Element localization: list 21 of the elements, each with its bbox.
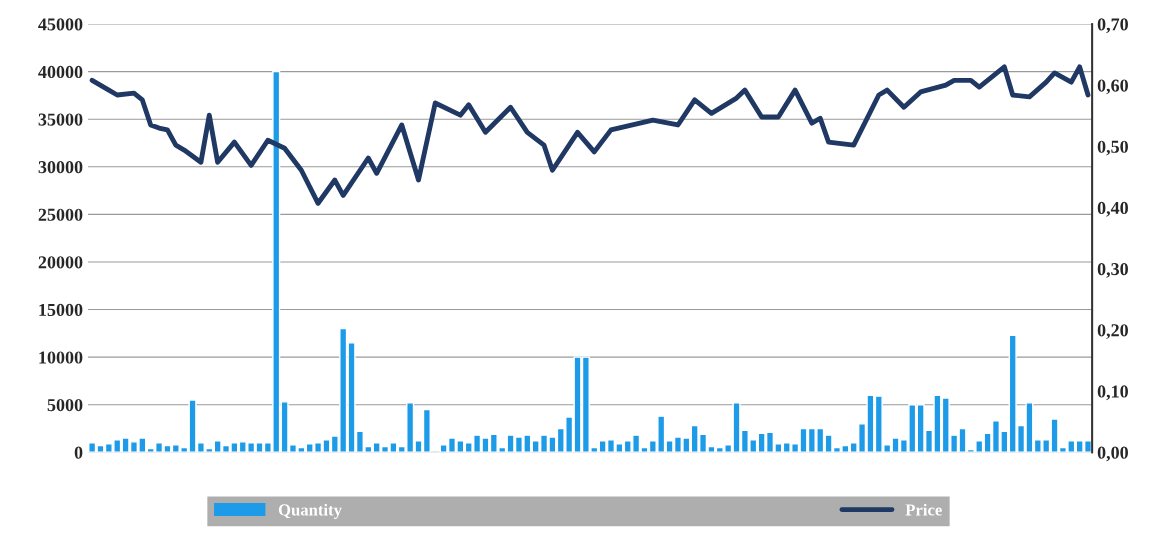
y-tick-label: 40000	[38, 65, 83, 79]
y-tick-label: 5000	[47, 398, 83, 412]
y2-tick-label: 0,70	[1097, 18, 1128, 34]
y2-tick-label: 0,50	[1097, 140, 1128, 156]
y-tick-label: 35000	[38, 113, 83, 126]
y2-tick-label: 0,00	[1097, 446, 1128, 462]
y2-tick-label: 0,40	[1097, 201, 1128, 217]
y-tick-label: 25000	[38, 208, 83, 221]
y-tick-label: 20000	[38, 256, 83, 269]
y-tick-label: 10000	[39, 351, 83, 364]
y2-tick-label: 0,60	[1097, 79, 1128, 95]
y2-tick-label: 0,20	[1097, 324, 1128, 339]
y2-tick-label: 0,30	[1097, 263, 1128, 278]
y-tick-label: 0	[74, 446, 83, 459]
y-tick-label: 45000	[38, 18, 83, 31]
legend-label: Price	[905, 503, 942, 516]
y-tick-label: 15000	[39, 303, 83, 316]
y2-tick-label: 0,10	[1097, 385, 1128, 401]
line-series	[89, 64, 1091, 206]
legend-label: Quantity	[278, 503, 342, 519]
y-tick-label: 30000	[38, 161, 83, 174]
